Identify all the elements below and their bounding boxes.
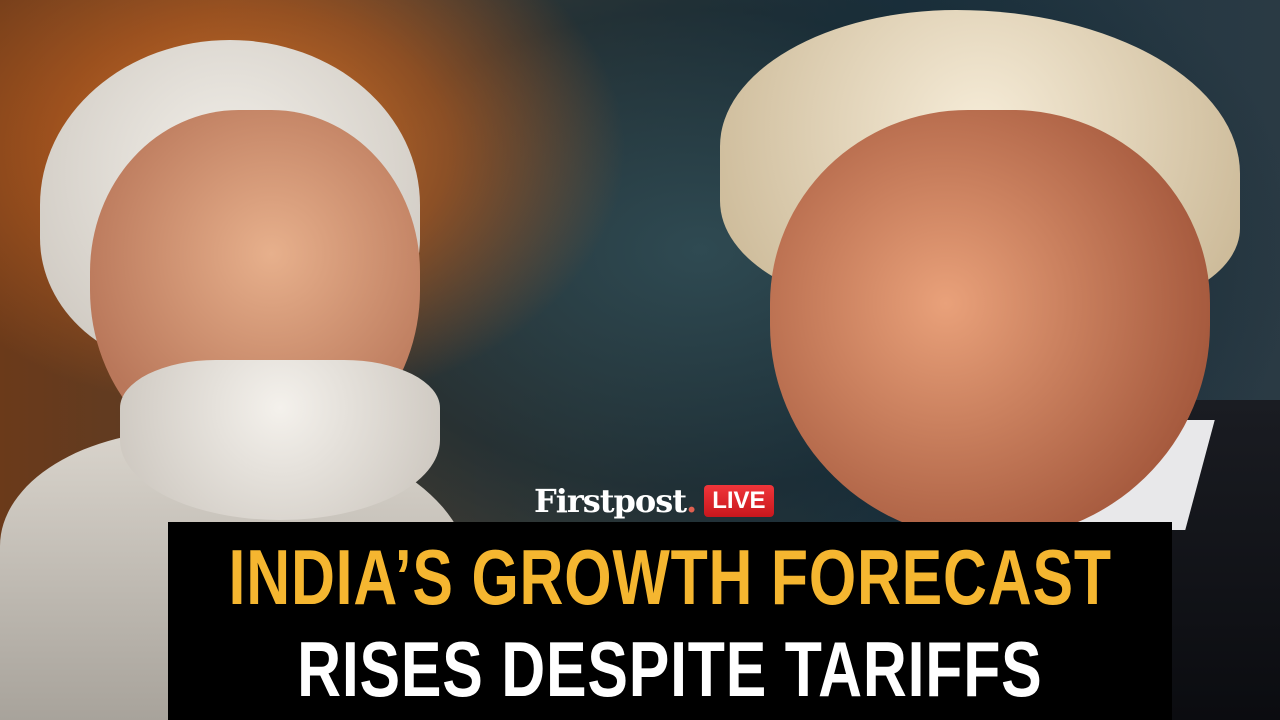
right-person-face: [770, 110, 1210, 540]
logo-wordmark: Firstpost.: [534, 482, 697, 520]
firstpost-logo: Firstpost. LIVE: [534, 481, 774, 521]
left-person-beard: [120, 360, 440, 520]
headline-line-2: RISES DESPITE TARIFFS: [297, 625, 1043, 713]
headline-line-1-box: INDIA’S GROWTH FORECAST: [168, 532, 1172, 622]
headline-line-1: INDIA’S GROWTH FORECAST: [228, 533, 1112, 621]
headline-banner: INDIA’S GROWTH FORECAST RISES DESPITE TA…: [168, 522, 1172, 720]
headline-line-2-box: RISES DESPITE TARIFFS: [168, 624, 1172, 714]
live-badge: LIVE: [704, 485, 774, 517]
logo-wordmark-text: Firstpost: [534, 482, 687, 520]
logo-dot: .: [686, 482, 697, 520]
